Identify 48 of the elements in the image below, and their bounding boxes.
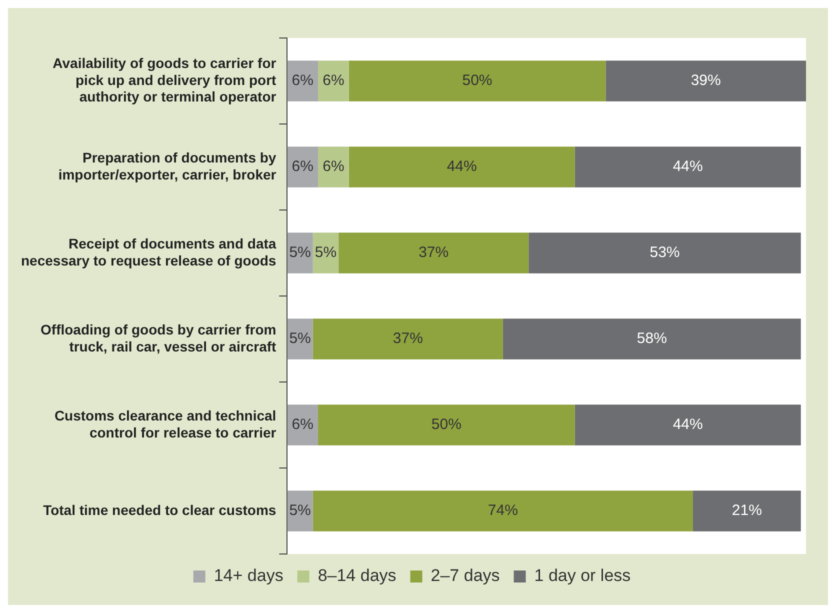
data-label: 6% [292, 158, 314, 176]
data-label: 21% [732, 502, 762, 520]
bar [348, 146, 575, 188]
data-label: 44% [446, 158, 477, 176]
data-label: 50% [462, 72, 492, 90]
y-tick-label: Availability of goods to carrier for pick up and delivery from port authority or terminal operator [52, 55, 277, 105]
bar [287, 146, 318, 188]
data-label: 5% [289, 244, 311, 262]
bar [318, 404, 575, 446]
bar [318, 146, 349, 188]
bar [606, 60, 806, 102]
bar [502, 318, 801, 360]
data-label: 5% [289, 330, 311, 348]
y-tick-label: Total time needed to clear customs [43, 502, 276, 518]
data-label: 53% [650, 244, 680, 262]
bar [287, 60, 318, 102]
bar [312, 490, 693, 532]
bar [348, 60, 606, 102]
data-label: 44% [672, 416, 703, 434]
data-label: 5% [314, 244, 337, 262]
data-label: 6% [292, 72, 314, 90]
data-label: 37% [392, 330, 423, 348]
data-label: 58% [636, 330, 667, 348]
y-tick-label: Customs clearance and technical control for release to carrier [54, 407, 277, 440]
data-label: 74% [488, 502, 518, 520]
bar [312, 318, 503, 360]
legend-label: 1 day or less [534, 566, 631, 586]
data-label: 50% [431, 416, 462, 434]
y-tick-label: Receipt of documents and data necessary to request release of goods [20, 235, 276, 268]
bar [318, 60, 349, 102]
bar [692, 490, 801, 532]
legend-label: 2–7 days [430, 566, 500, 586]
bar [287, 404, 318, 446]
data-label: 6% [322, 158, 344, 176]
bar [574, 146, 801, 188]
legend-label: 14+ days [214, 566, 284, 586]
data-label: 5% [289, 502, 311, 520]
data-label: 37% [418, 244, 449, 262]
bar [528, 232, 801, 274]
data-label: 6% [322, 72, 344, 90]
data-label: 44% [672, 158, 703, 176]
bar [574, 404, 801, 446]
legend-label: 8–14 days [318, 566, 396, 586]
data-label: 39% [690, 72, 721, 90]
data-label: 6% [292, 416, 314, 434]
bar [338, 232, 529, 274]
y-tick-label: Offloading of goods by carrier from truck, rail car, vessel or aircraft [40, 321, 277, 354]
y-tick-label: Preparation of documents by importer/exporter, carrier, broker [58, 149, 277, 182]
